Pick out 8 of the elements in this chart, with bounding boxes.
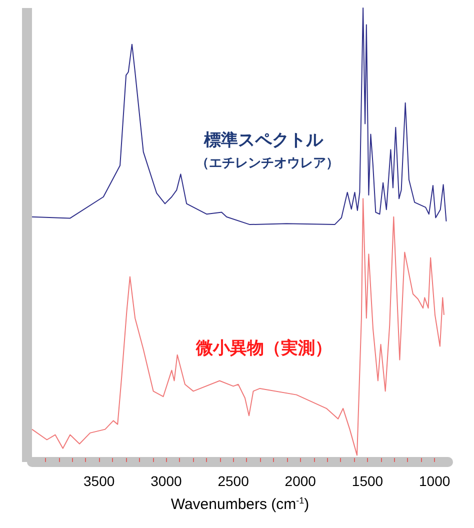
x-tick-label: 2000 [284,473,316,489]
x-tick-label: 3000 [150,473,182,489]
x-tick-label: 1500 [352,473,384,489]
x-tick-label: 1000 [419,473,450,489]
x-tick-label: 2500 [218,473,250,489]
x-tick-label: 3500 [84,473,115,489]
series-label: 標準スペクトル（エチレンチオウレア） [196,130,339,171]
series-label: 微小異物（実測） [195,338,332,358]
